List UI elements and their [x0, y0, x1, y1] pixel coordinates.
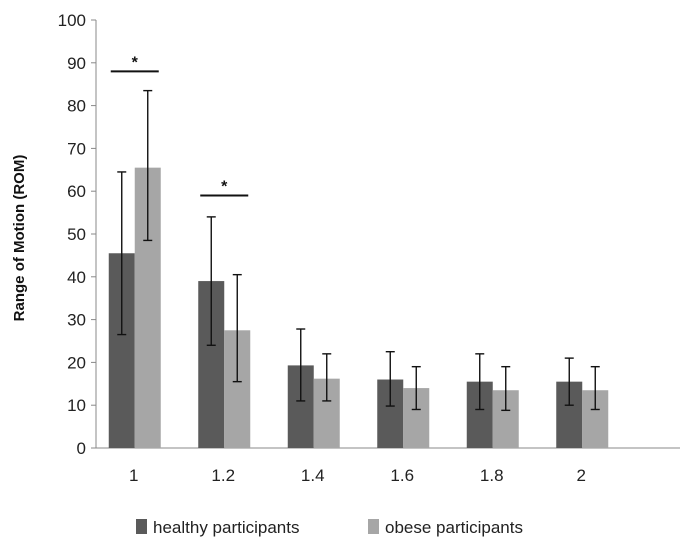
significance-label: * [221, 178, 228, 195]
significance-markers: ** [110, 54, 249, 197]
y-axis: 0 10 20 30 40 50 60 70 80 90 100 [58, 11, 97, 458]
y-tick-label: 90 [67, 54, 86, 73]
y-tick-label: 40 [67, 268, 86, 287]
legend-swatch [368, 519, 379, 534]
bars [108, 167, 609, 448]
x-tick-label: 1 [129, 466, 138, 485]
y-tick-label: 70 [67, 139, 86, 158]
y-tick-label: 80 [67, 97, 86, 116]
y-tick-label: 0 [77, 439, 86, 458]
x-axis: 1 1.2 1.4 1.6 1.8 2 [96, 447, 680, 485]
x-tick-label: 2 [577, 466, 586, 485]
x-tick-label: 1.4 [301, 466, 325, 485]
x-tick-label: 1.6 [390, 466, 414, 485]
significance-label: * [132, 54, 139, 71]
legend-label: healthy participants [153, 518, 299, 537]
legend-swatch [136, 519, 147, 534]
y-tick-label: 20 [67, 353, 86, 372]
y-axis-label: Range of Motion (ROM) [11, 155, 28, 322]
y-tick-label: 60 [67, 182, 86, 201]
y-tick-label: 100 [58, 11, 86, 30]
legend-label: obese participants [385, 518, 523, 537]
x-tick-label: 1.2 [211, 466, 235, 485]
y-tick-label: 30 [67, 311, 86, 330]
legend: healthy participants obese participants [136, 518, 523, 537]
x-tick-label: 1.8 [480, 466, 504, 485]
y-tick-label: 50 [67, 225, 86, 244]
y-tick-label: 10 [67, 396, 86, 415]
error-bars [117, 89, 600, 412]
